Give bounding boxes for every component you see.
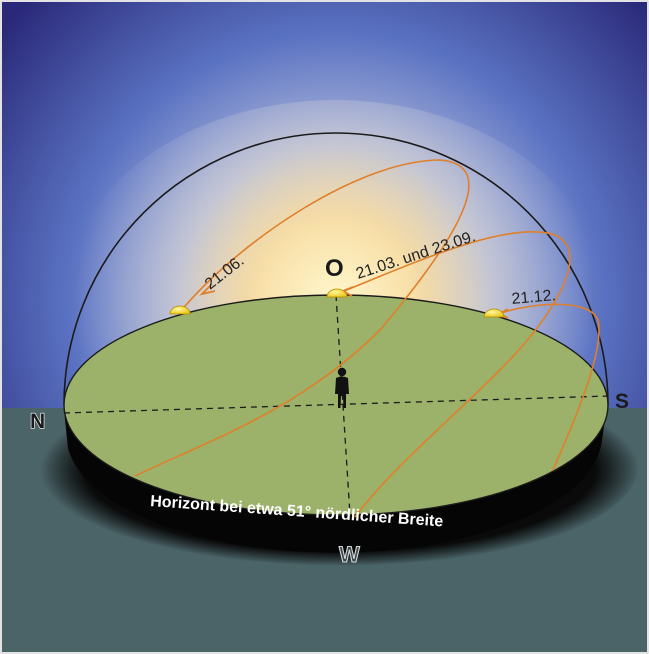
label-winter-solstice: 21.12. — [511, 287, 557, 308]
person-icon — [335, 367, 349, 408]
sun-icon-winter — [483, 308, 505, 318]
label-north: N — [30, 410, 45, 433]
sun-path-summer — [134, 159, 470, 477]
sun-path-equinox — [336, 231, 571, 518]
sun-path-winter — [493, 303, 600, 471]
label-east: O — [325, 255, 344, 282]
sun-icon-equinox — [326, 288, 348, 298]
east-west-axis — [335, 294, 351, 516]
sun-paths — [134, 159, 600, 518]
arrow-summer — [199, 283, 216, 296]
label-west: W — [339, 542, 360, 567]
celestial-dome — [63, 132, 609, 406]
horizon-rim-band — [64, 400, 609, 553]
sun-icon-summer — [169, 305, 191, 315]
label-south: S — [615, 390, 629, 413]
north-south-axis — [63, 395, 609, 414]
horizon-disc — [63, 294, 609, 516]
